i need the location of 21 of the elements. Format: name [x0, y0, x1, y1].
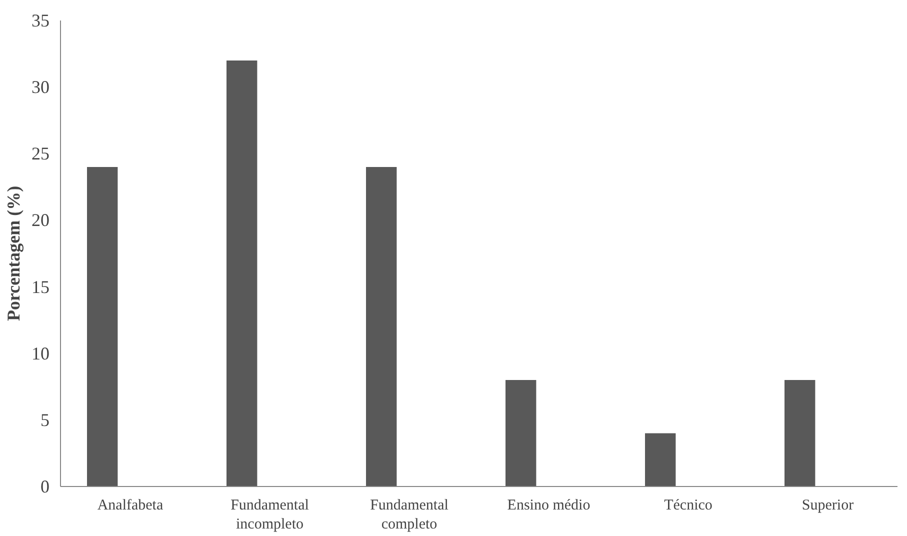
y-tick-label: 25	[32, 144, 50, 164]
bar	[87, 166, 118, 486]
y-tick-label: 0	[40, 476, 50, 496]
x-tick-label: Fundamental completo	[370, 498, 448, 533]
y-tick-label: 5	[40, 410, 50, 430]
y-tick-label: 15	[32, 276, 50, 297]
bar	[506, 380, 536, 486]
x-tick-label: Analfabeta	[97, 498, 164, 514]
x-tick-label: Superior	[802, 498, 854, 514]
bar	[366, 166, 397, 486]
y-axis-title: Porcentagem (%)	[4, 186, 24, 322]
y-tick-label: 10	[32, 343, 50, 364]
bar	[784, 380, 816, 486]
bar	[645, 433, 676, 486]
x-tick-label: Ensino médio	[507, 498, 590, 514]
x-tick-label: Técnico	[664, 498, 712, 514]
x-tick-label: Fundamental incompleto	[230, 498, 309, 533]
y-tick-label: 35	[32, 10, 50, 30]
y-tick-label: 30	[32, 77, 50, 98]
y-tick-label: 20	[32, 210, 50, 230]
bar	[226, 60, 258, 486]
